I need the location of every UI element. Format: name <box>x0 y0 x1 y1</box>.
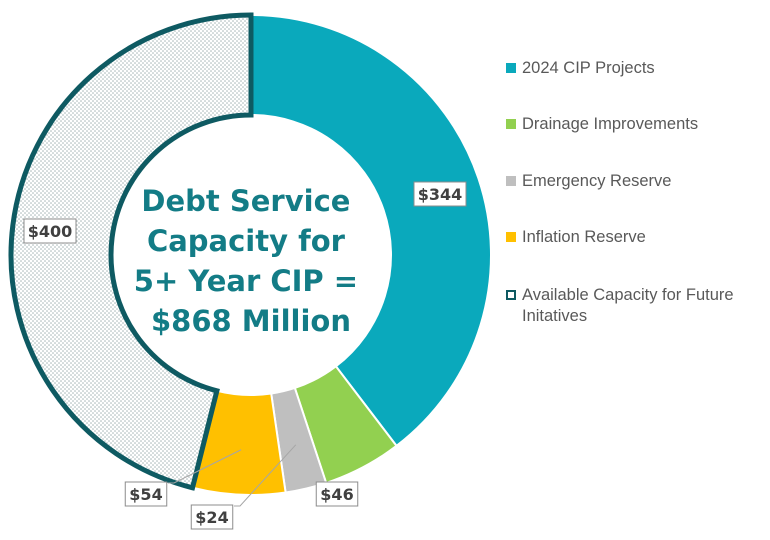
legend-swatch-cip-projects <box>506 63 516 73</box>
legend-swatch-drainage <box>506 119 516 129</box>
legend-item-inflation-reserve: Inflation Reserve <box>506 227 646 248</box>
data-label-available-capacity-for-future-initatives: $400 <box>23 218 77 244</box>
legend-label-emergency-reserve: Emergency Reserve <box>522 172 672 190</box>
slice-2024-cip-projects <box>250 13 492 448</box>
legend-swatch-available-capacity <box>506 290 516 300</box>
center-title-line-2: Capacity for <box>147 224 346 258</box>
legend-label-inflation-reserve: Inflation Reserve <box>522 228 646 246</box>
data-label-2024-cip-projects: $344 <box>413 181 467 207</box>
data-label-text-available-capacity-for-future-initatives: $400 <box>28 222 73 241</box>
legend-label-drainage: Drainage Improvements <box>522 115 699 133</box>
data-label-text-inflation-reserve: $54 <box>129 485 162 504</box>
data-label-emergency-reserve: $24 <box>190 504 234 530</box>
data-label-drainage-improvements: $46 <box>315 481 359 507</box>
data-label-text-2024-cip-projects: $344 <box>418 185 463 204</box>
data-label-inflation-reserve: $54 <box>124 481 168 507</box>
legend-item-cip-projects: 2024 CIP Projects <box>506 58 655 79</box>
data-label-text-drainage-improvements: $46 <box>320 485 353 504</box>
leader-line-emergency-reserve <box>234 444 297 507</box>
legend-label-cip-projects: 2024 CIP Projects <box>522 59 655 77</box>
legend-item-available-capacity: Available Capacity for Future Initatives <box>506 285 768 327</box>
slice-available-capacity-for-future-initatives <box>8 12 254 491</box>
svg-text:Debt Service Capacity for: Debt Service Capacity for 5+ Year CIP = … <box>134 184 368 338</box>
legend-swatch-inflation-reserve <box>506 232 516 242</box>
center-title-line-3: 5+ Year CIP = <box>134 264 358 298</box>
legend-item-drainage: Drainage Improvements <box>506 114 698 135</box>
legend-label-available-capacity: Available Capacity for Future Initatives <box>522 286 734 325</box>
data-label-text-emergency-reserve: $24 <box>195 508 228 527</box>
legend-item-emergency-reserve: Emergency Reserve <box>506 171 671 192</box>
leader-line-inflation-reserve <box>168 449 242 484</box>
center-title-line-1: Debt Service <box>141 184 350 218</box>
legend-swatch-emergency-reserve <box>506 176 516 186</box>
center-title-line-4: $868 Million <box>151 304 351 338</box>
